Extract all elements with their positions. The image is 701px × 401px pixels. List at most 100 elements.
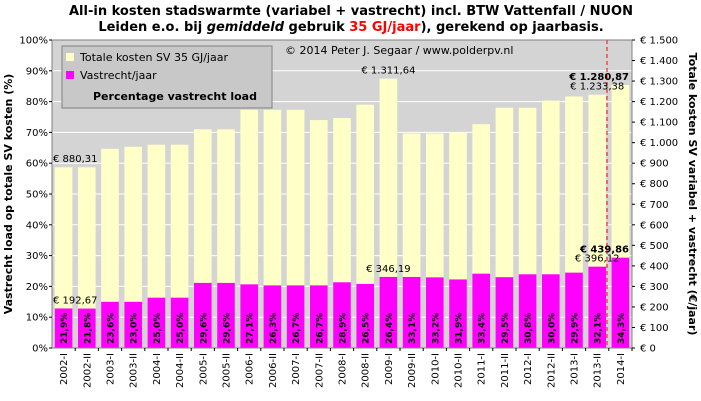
bar-vastrecht: [124, 301, 143, 348]
title-part-e: ), gerekend op jaarbasis.: [421, 20, 604, 35]
x-tick-label: 2005-I: [198, 353, 209, 385]
x-tick-label: 2004-II: [175, 353, 186, 388]
right-axis: € 0 € 100 € 200 € 300 € 400 € 500 € 600 € 700 € …: [632, 36, 678, 355]
legend-label-vastrecht: Vastrecht/jaar: [80, 69, 157, 82]
right-tick-label: € 400: [640, 261, 669, 272]
bar-total: [77, 167, 96, 348]
percent-label: 26,5%: [362, 313, 372, 344]
bar-vastrecht: [518, 274, 537, 348]
right-tick-label: € 1.400: [640, 56, 678, 67]
bar-vastrecht: [77, 308, 96, 348]
x-tick-label: 2012-I: [523, 353, 534, 385]
bar-vastrecht: [472, 273, 491, 348]
bar-vastrecht: [495, 277, 514, 348]
percent-label: 33,2%: [431, 313, 441, 344]
bar-vastrecht: [263, 285, 282, 348]
percent-label: 30,0%: [547, 313, 557, 344]
x-tick-label: 2009-II: [407, 353, 418, 388]
left-tick-label: 30%: [26, 251, 48, 262]
right-axis-label: Totale kosten SV variabel + vastrecht (€…: [686, 53, 699, 336]
x-tick-label: 2002-I: [59, 353, 70, 385]
x-tick-label: 2007-II: [314, 353, 325, 388]
percent-label: 33,4%: [478, 313, 488, 344]
right-tick-label: € 500: [640, 241, 669, 252]
right-tick-label: € 1.000: [640, 138, 678, 149]
bar-vastrecht: [449, 279, 467, 348]
x-tick-label: 2011-I: [477, 353, 488, 385]
percent-label: 21,9%: [60, 313, 70, 344]
value-annotation: € 346,19: [366, 264, 411, 275]
value-annotation: € 1.311,64: [361, 66, 415, 77]
x-axis: 2002-I 2002-II 2003-I 2003-II 2004-I 2004-II 2…: [59, 348, 633, 388]
legend-swatch-vastrecht: [66, 71, 74, 79]
percent-label: 29,6%: [199, 313, 209, 344]
bar-vastrecht: [611, 257, 630, 348]
right-tick-label: € 1.500: [640, 36, 678, 47]
title-part-c: gebruik: [284, 20, 349, 35]
left-tick-label: 70%: [26, 128, 48, 139]
left-tick-label: 40%: [26, 220, 48, 231]
legend-swatch-total: [66, 53, 74, 61]
value-annotation: € 396,12: [575, 254, 620, 265]
x-tick-label: 2004-I: [152, 353, 163, 385]
x-tick-label: 2006-I: [245, 353, 256, 385]
value-annotation: € 439,86: [579, 245, 629, 256]
bar-vastrecht: [217, 282, 235, 348]
x-tick-label: 2005-II: [222, 353, 233, 388]
right-tick-label: € 1.200: [640, 97, 678, 108]
value-annotation: € 1.280,87: [568, 72, 629, 83]
bar-vastrecht: [147, 297, 166, 348]
x-tick-label: 2010-II: [454, 353, 465, 388]
x-tick-label: 2013-II: [593, 353, 604, 388]
percent-label: 26,7%: [315, 313, 325, 344]
bar-vastrecht: [541, 274, 560, 348]
right-tick-label: € 900: [640, 159, 669, 170]
x-tick-label: 2012-II: [546, 353, 557, 388]
x-tick-label: 2003-I: [106, 353, 117, 385]
bar-vastrecht: [588, 266, 607, 348]
bar-vastrecht: [333, 282, 351, 348]
bar-vastrecht: [170, 297, 189, 348]
legend-label-total: Totale kosten SV 35 GJ/jaar: [79, 51, 228, 64]
bar-vastrecht: [379, 276, 398, 348]
percent-label: 23,0%: [130, 313, 140, 344]
percent-label: 25,0%: [153, 313, 163, 344]
left-axis-label: Vastrecht load op totale SV kosten (%): [2, 74, 15, 315]
value-annotations: € 880,31 € 192,67 € 1.311,64 € 346,19 € 1.23…: [53, 66, 629, 307]
bar-vastrecht: [54, 308, 73, 348]
left-tick-label: 10%: [26, 313, 48, 324]
left-tick-label: 80%: [26, 97, 48, 108]
left-tick-label: 0%: [32, 344, 48, 355]
bars: [54, 78, 630, 349]
left-axis: 0% 10% 20% 30% 40% 50% 60% 70% 80% 90% 100%: [19, 36, 52, 355]
bar-vastrecht: [425, 277, 444, 348]
percent-label: 29,5%: [501, 313, 511, 344]
percent-labels: 21,9% 21,8% 23,6% 23,0% 25,0% 25,0% 29,6% 29,6%…: [60, 313, 627, 344]
percent-label: 29,6%: [223, 313, 233, 344]
bar-vastrecht: [402, 276, 421, 348]
right-tick-label: € 1.100: [640, 118, 678, 129]
percent-label: 34,3%: [617, 313, 627, 344]
right-tick-label: € 300: [640, 282, 669, 293]
x-tick-label: 2011-II: [500, 353, 511, 388]
percent-label: 32,1%: [594, 313, 604, 344]
bar-vastrecht: [286, 285, 305, 348]
title-part-a: Leiden e.o. bij: [98, 20, 206, 35]
x-tick-label: 2003-II: [129, 353, 140, 388]
copyright-text: © 2014 Peter J. Segaar / www.polderpv.nl: [285, 44, 513, 57]
x-tick-label: 2009-I: [384, 353, 395, 385]
chart-title-line1: All-in kosten stadswarmte (variabel + va…: [69, 4, 633, 19]
right-tick-label: € 100: [640, 323, 669, 334]
title-part-b: gemiddeld: [207, 20, 285, 35]
percent-label: 30,8%: [524, 313, 534, 344]
chart-title-line2: Leiden e.o. bij gemiddeld gebruik 35 GJ/…: [98, 20, 603, 35]
legend-label-load: Percentage vastrecht load: [93, 90, 257, 103]
left-tick-label: 20%: [26, 282, 48, 293]
bar-vastrecht: [309, 285, 328, 348]
bar-total: [101, 148, 119, 348]
x-tick-label: 2014-I: [616, 353, 627, 385]
right-tick-label: € 600: [640, 220, 669, 231]
right-tick-label: € 800: [640, 179, 669, 190]
x-tick-label: 2008-II: [361, 353, 372, 388]
